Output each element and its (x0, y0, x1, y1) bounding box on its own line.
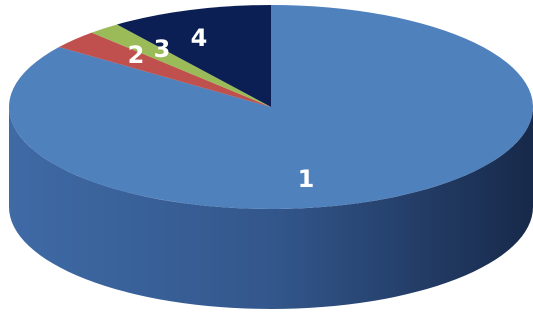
slice-label-3: 3 (154, 35, 171, 63)
slice-label-4: 4 (191, 24, 208, 52)
pie-slice-3 (91, 24, 272, 107)
pie-side-wall (9, 107, 533, 309)
pie-labels: 1 2 3 4 (128, 24, 315, 193)
slice-label-2: 2 (128, 41, 145, 69)
pie-slice-2 (59, 32, 271, 107)
pie-slice-4 (117, 5, 271, 107)
pie-slice-1 (9, 5, 533, 209)
slice-label-1: 1 (298, 165, 315, 193)
pie-slices (9, 5, 533, 209)
pie-side-walls (9, 107, 533, 309)
